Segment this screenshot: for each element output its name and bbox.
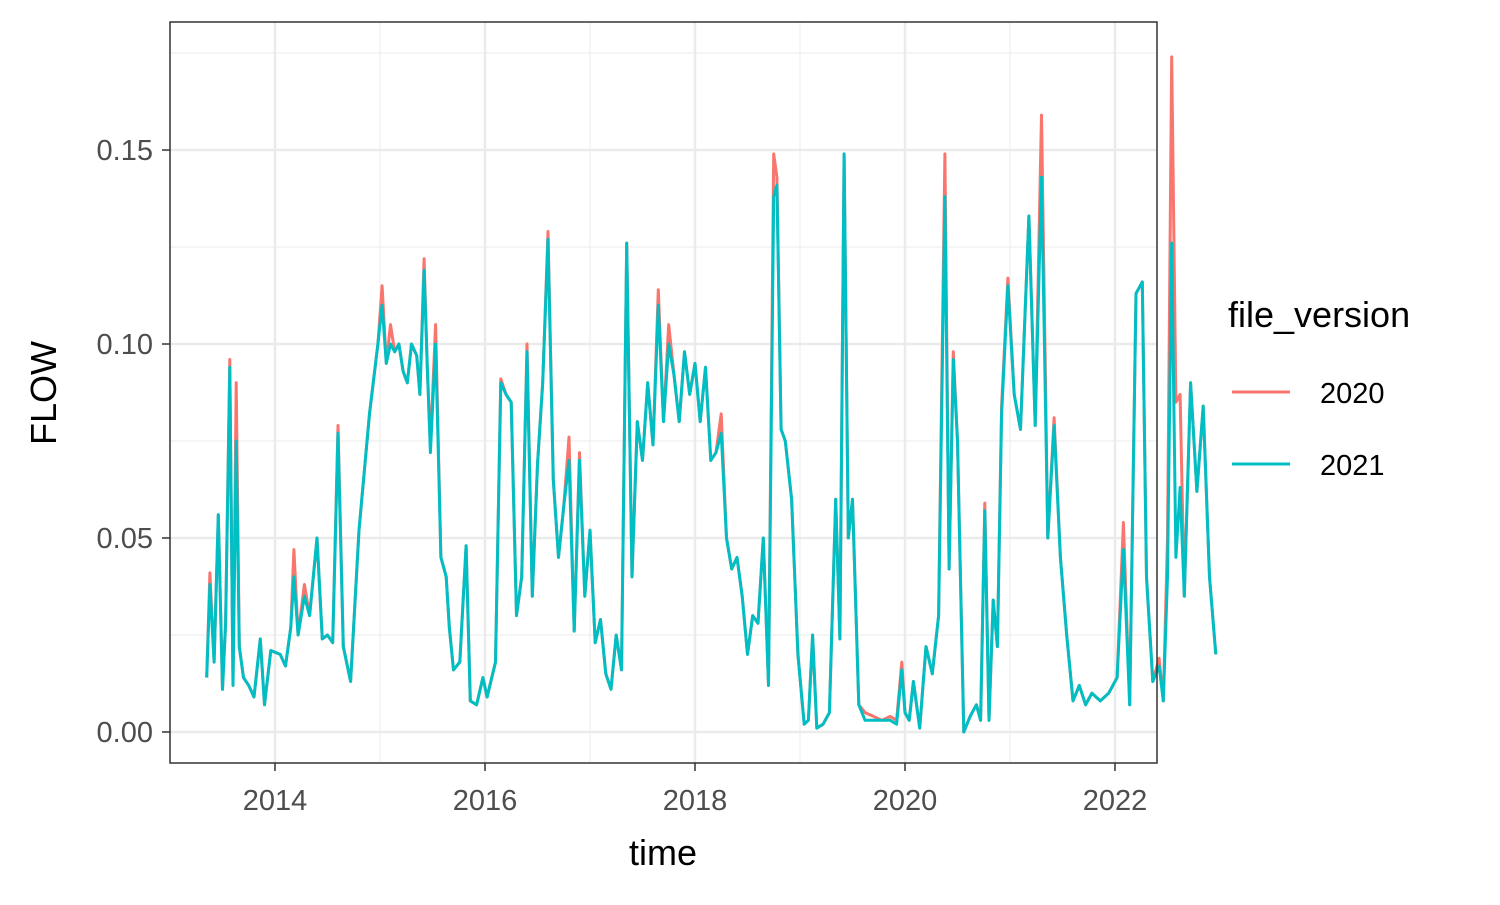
legend: file_version 2020 2021: [1228, 294, 1410, 482]
y-tick-label: 0.00: [97, 717, 153, 749]
legend-label-2020: 2020: [1320, 378, 1385, 410]
series-layer: [205, 55, 1218, 734]
y-tick-label: 0.05: [97, 523, 153, 555]
x-axis-title: time: [629, 832, 697, 873]
x-tick-label: 2014: [243, 785, 308, 817]
x-tick-label: 2016: [453, 785, 518, 817]
panel-border: [169, 21, 1158, 764]
x-tick-label: 2018: [663, 785, 728, 817]
y-tick-label: 0.15: [97, 135, 153, 167]
y-axis-title: FLOW: [23, 341, 64, 445]
x-tick-label: 2020: [873, 785, 938, 817]
legend-label-2021: 2021: [1320, 450, 1385, 482]
y-tick-label: 0.10: [97, 329, 153, 361]
x-tick-label: 2022: [1083, 785, 1148, 817]
axis-layer: 2014 2016 2018 2020 2022 0.00 0.05 0.10 0.15: [97, 135, 1148, 817]
legend-title: file_version: [1228, 294, 1410, 335]
series-line-2021: [205, 152, 1218, 734]
grid-layer: [170, 22, 1157, 763]
